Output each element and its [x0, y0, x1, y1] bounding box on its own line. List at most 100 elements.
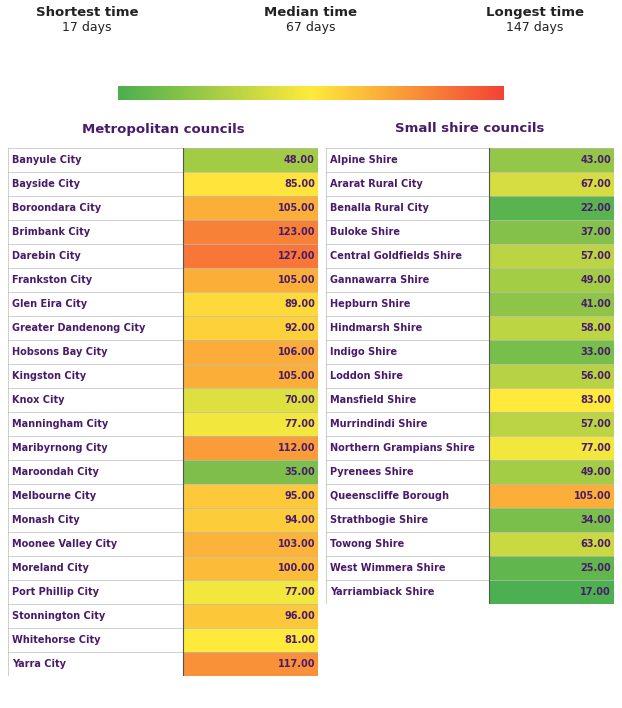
Text: 96.00: 96.00: [284, 611, 315, 621]
Bar: [183, 268, 318, 292]
Text: Boroondara City: Boroondara City: [12, 203, 101, 213]
Text: Maroondah City: Maroondah City: [12, 467, 99, 477]
Text: Brimbank City: Brimbank City: [12, 227, 90, 237]
Bar: [489, 292, 614, 316]
Text: Hepburn Shire: Hepburn Shire: [330, 299, 411, 309]
Text: Indigo Shire: Indigo Shire: [330, 347, 397, 357]
Text: 17.00: 17.00: [580, 587, 611, 597]
Text: Buloke Shire: Buloke Shire: [330, 227, 400, 237]
Text: Pyrenees Shire: Pyrenees Shire: [330, 467, 414, 477]
Text: Northern Grampians Shire: Northern Grampians Shire: [330, 443, 475, 453]
Text: Banyule City: Banyule City: [12, 155, 81, 165]
Text: 105.00: 105.00: [277, 371, 315, 381]
Text: Knox City: Knox City: [12, 395, 65, 405]
Text: 85.00: 85.00: [284, 179, 315, 189]
Text: Yarriambiack Shire: Yarriambiack Shire: [330, 587, 434, 597]
Bar: [183, 460, 318, 484]
Text: Melbourne City: Melbourne City: [12, 491, 96, 501]
Text: 33.00: 33.00: [580, 347, 611, 357]
Bar: [183, 220, 318, 244]
Bar: [183, 316, 318, 340]
Text: Benalla Rural City: Benalla Rural City: [330, 203, 429, 213]
Bar: [489, 365, 614, 387]
Text: 49.00: 49.00: [580, 467, 611, 477]
Text: 57.00: 57.00: [580, 251, 611, 261]
Text: 49.00: 49.00: [580, 275, 611, 285]
Bar: [183, 341, 318, 364]
Bar: [489, 532, 614, 556]
Text: 63.00: 63.00: [580, 539, 611, 549]
Text: Frankston City: Frankston City: [12, 275, 92, 285]
Text: Longest time: Longest time: [486, 6, 584, 19]
Text: 58.00: 58.00: [580, 323, 611, 333]
Bar: [183, 629, 318, 651]
Text: Moreland City: Moreland City: [12, 563, 89, 573]
Bar: [183, 389, 318, 411]
Bar: [489, 244, 614, 268]
Text: 70.00: 70.00: [284, 395, 315, 405]
Bar: [489, 460, 614, 484]
Text: 34.00: 34.00: [580, 515, 611, 525]
Text: 35.00: 35.00: [284, 467, 315, 477]
Text: Strathbogie Shire: Strathbogie Shire: [330, 515, 428, 525]
Bar: [489, 268, 614, 292]
Text: 77.00: 77.00: [580, 443, 611, 453]
Text: Metropolitan councils: Metropolitan councils: [81, 122, 244, 135]
Bar: [183, 605, 318, 627]
Text: Stonnington City: Stonnington City: [12, 611, 105, 621]
Bar: [183, 652, 318, 675]
Text: Murrindindi Shire: Murrindindi Shire: [330, 419, 427, 429]
Bar: [489, 581, 614, 604]
Text: 67 days: 67 days: [286, 21, 336, 34]
Text: 94.00: 94.00: [284, 515, 315, 525]
Text: Maribyrnong City: Maribyrnong City: [12, 443, 108, 453]
Text: Hobsons Bay City: Hobsons Bay City: [12, 347, 108, 357]
Text: Gannawarra Shire: Gannawarra Shire: [330, 275, 429, 285]
Text: Median time: Median time: [264, 6, 358, 19]
Text: Greater Dandenong City: Greater Dandenong City: [12, 323, 146, 333]
Bar: [183, 436, 318, 459]
Text: 22.00: 22.00: [580, 203, 611, 213]
Text: Manningham City: Manningham City: [12, 419, 108, 429]
Text: 43.00: 43.00: [580, 155, 611, 165]
Text: 57.00: 57.00: [580, 419, 611, 429]
Text: 103.00: 103.00: [277, 539, 315, 549]
Text: Bayside City: Bayside City: [12, 179, 80, 189]
Bar: [183, 173, 318, 195]
Text: 123.00: 123.00: [277, 227, 315, 237]
Text: 127.00: 127.00: [277, 251, 315, 261]
Text: Central Goldfields Shire: Central Goldfields Shire: [330, 251, 462, 261]
Bar: [489, 389, 614, 411]
Text: 100.00: 100.00: [277, 563, 315, 573]
Bar: [183, 244, 318, 268]
Bar: [489, 412, 614, 435]
Text: 106.00: 106.00: [277, 347, 315, 357]
Bar: [489, 508, 614, 532]
Bar: [489, 484, 614, 508]
Text: 105.00: 105.00: [277, 275, 315, 285]
Text: 77.00: 77.00: [284, 419, 315, 429]
Text: West Wimmera Shire: West Wimmera Shire: [330, 563, 445, 573]
Bar: [183, 196, 318, 219]
Text: 105.00: 105.00: [277, 203, 315, 213]
Bar: [183, 292, 318, 316]
Text: 81.00: 81.00: [284, 635, 315, 645]
Text: Whitehorse City: Whitehorse City: [12, 635, 101, 645]
Bar: [183, 532, 318, 556]
Bar: [183, 508, 318, 532]
Bar: [489, 149, 614, 171]
Bar: [183, 412, 318, 435]
Text: Shortest time: Shortest time: [36, 6, 138, 19]
Bar: [489, 316, 614, 340]
Text: Queenscliffe Borough: Queenscliffe Borough: [330, 491, 449, 501]
Bar: [489, 196, 614, 219]
Text: 77.00: 77.00: [284, 587, 315, 597]
Text: 83.00: 83.00: [580, 395, 611, 405]
Text: Ararat Rural City: Ararat Rural City: [330, 179, 423, 189]
Bar: [489, 220, 614, 244]
Text: Small shire councils: Small shire councils: [396, 122, 545, 135]
Text: 25.00: 25.00: [580, 563, 611, 573]
Text: 41.00: 41.00: [580, 299, 611, 309]
Bar: [183, 484, 318, 508]
Bar: [489, 436, 614, 459]
